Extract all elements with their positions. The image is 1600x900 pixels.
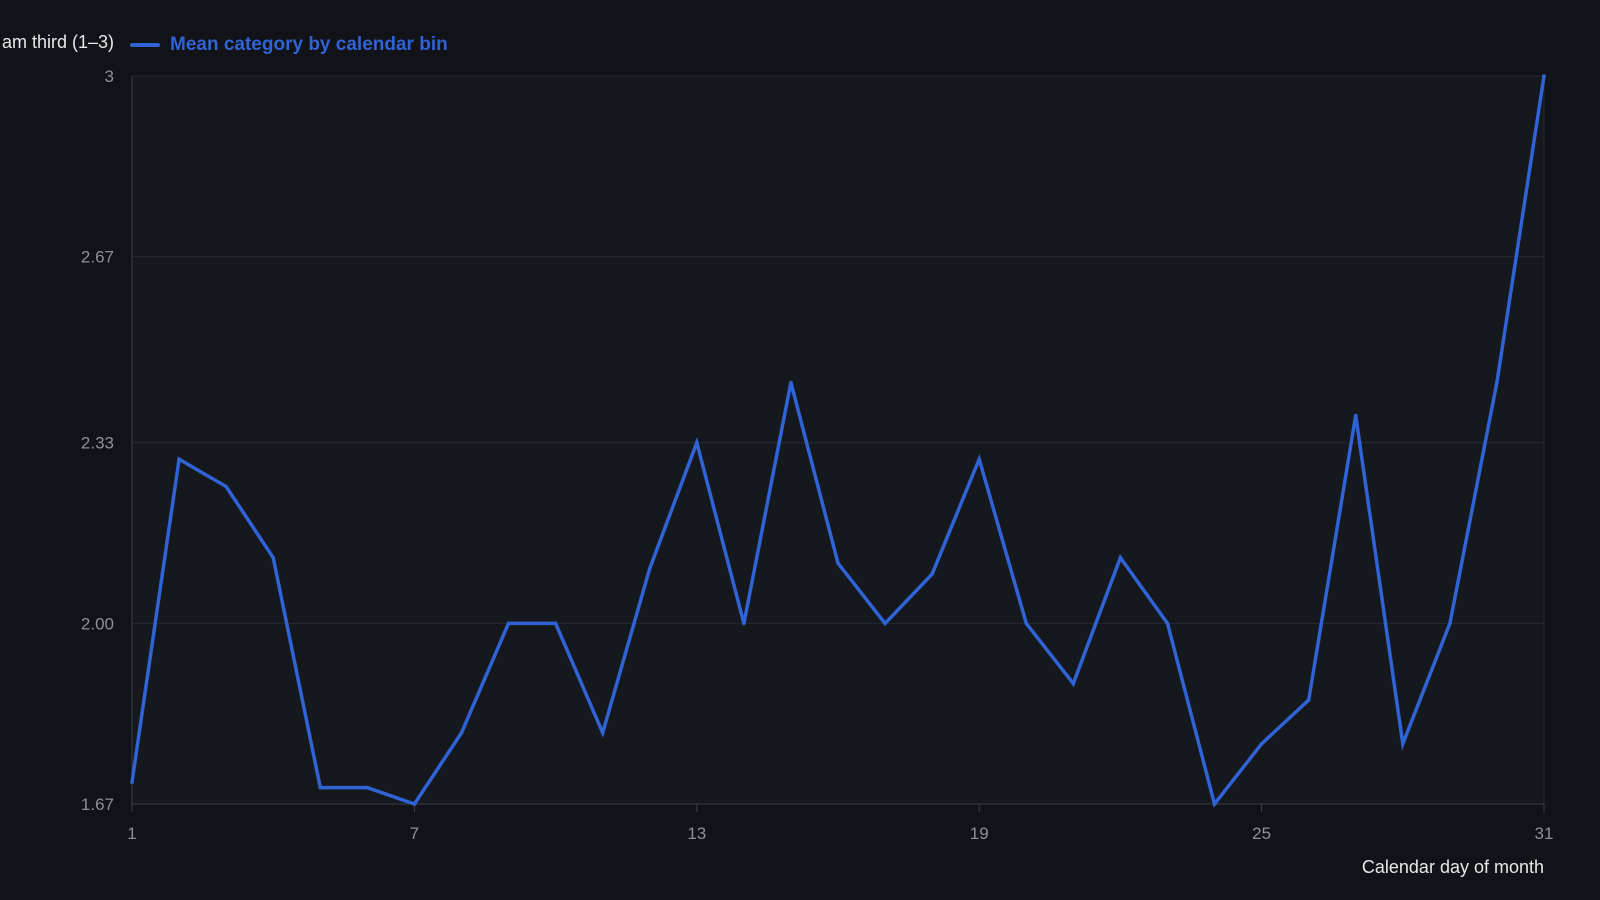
y-tick-label: 2.00 bbox=[81, 614, 114, 633]
y-tick-label: 1.67 bbox=[81, 795, 114, 814]
data-point bbox=[1353, 413, 1358, 418]
y-tick-label: 3 bbox=[105, 67, 114, 86]
legend[interactable]: Mean category by calendar bin bbox=[130, 34, 448, 56]
y-tick-label: 2.33 bbox=[81, 434, 114, 453]
data-point bbox=[1118, 555, 1123, 560]
data-point bbox=[1212, 802, 1217, 806]
data-point bbox=[365, 785, 370, 790]
data-point bbox=[1259, 741, 1264, 746]
data-point bbox=[1401, 741, 1405, 746]
x-tick-label: 25 bbox=[1252, 824, 1271, 843]
data-point bbox=[271, 555, 276, 560]
data-point bbox=[1024, 621, 1029, 626]
x-tick-label: 19 bbox=[970, 824, 989, 843]
y-axis-title: am third (1–3) bbox=[1, 32, 114, 52]
data-point bbox=[836, 561, 840, 565]
data-point bbox=[177, 457, 181, 461]
legend-label: Mean category by calendar bin bbox=[170, 34, 448, 55]
data-point bbox=[412, 802, 417, 806]
x-tick-label: 13 bbox=[687, 824, 706, 843]
data-point bbox=[647, 566, 652, 571]
x-tick-label: 31 bbox=[1535, 824, 1554, 843]
data-point bbox=[1165, 621, 1170, 626]
data-point bbox=[506, 621, 511, 626]
x-axis-title: Calendar day of month bbox=[1362, 857, 1544, 877]
data-point bbox=[318, 785, 323, 790]
data-point bbox=[883, 621, 887, 626]
y-tick-label: 2.67 bbox=[81, 248, 114, 267]
data-point bbox=[789, 380, 793, 385]
x-tick-label: 7 bbox=[410, 824, 419, 843]
data-point bbox=[1448, 621, 1452, 626]
data-point bbox=[1495, 380, 1499, 385]
data-point bbox=[459, 731, 464, 735]
data-point bbox=[1306, 698, 1311, 702]
x-tick-label: 1 bbox=[127, 824, 136, 843]
data-point bbox=[1542, 74, 1546, 78]
data-point bbox=[695, 440, 699, 445]
data-point bbox=[742, 621, 746, 626]
plot-area bbox=[132, 76, 1544, 804]
data-point bbox=[1071, 681, 1076, 686]
legend-swatch bbox=[130, 43, 160, 47]
data-point bbox=[224, 484, 228, 489]
data-point bbox=[977, 457, 981, 461]
data-point bbox=[553, 621, 558, 626]
data-point bbox=[930, 572, 934, 576]
data-point bbox=[130, 780, 134, 784]
data-point bbox=[600, 731, 605, 735]
